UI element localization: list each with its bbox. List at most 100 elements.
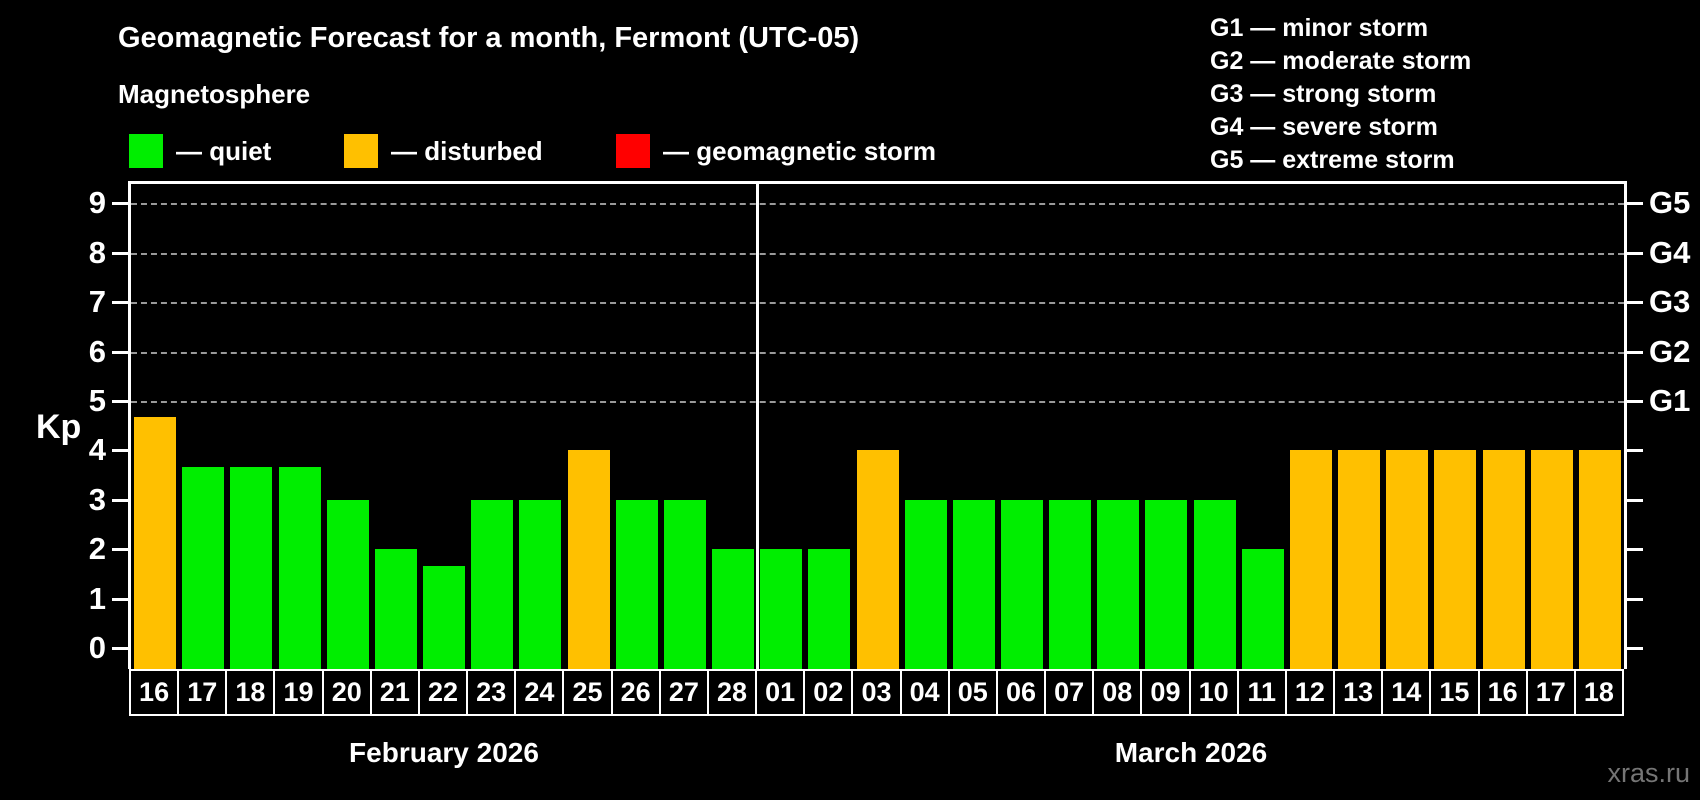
kp-bar-day-24	[519, 499, 562, 669]
right-tick-3	[1627, 498, 1643, 502]
kp-bar-day-23	[471, 499, 514, 669]
right-axis-line	[1624, 181, 1627, 669]
storm-scale-legend: G1 — minor storm G2 — moderate storm G3 — …	[1210, 12, 1471, 177]
watermark: xras.ru	[1607, 758, 1690, 788]
gridline-kp5	[131, 401, 1624, 403]
day-label: 19	[273, 669, 324, 716]
day-label: 05	[947, 669, 998, 716]
date-axis: 16 17 18 19 20 21 22 23 24 25 26 27 28 01 02 03 04 05 06 07…	[128, 669, 1627, 716]
day-label: 22	[417, 669, 469, 716]
storm-scale-item: G5 — extreme storm	[1210, 146, 1455, 174]
left-tick-5	[112, 400, 128, 403]
right-tick-0	[1627, 647, 1643, 650]
kp-bar-day-17	[182, 466, 225, 669]
right-tick-8	[1627, 251, 1643, 255]
kp-bar-day-26	[615, 499, 658, 669]
right-axis-label-g5: G5	[1649, 185, 1691, 221]
day-label: 25	[562, 669, 613, 716]
kp-bar-day-20	[326, 499, 369, 669]
day-label: 11	[1236, 669, 1287, 716]
kp-bar-day-21	[374, 549, 417, 669]
day-label: 26	[610, 669, 661, 716]
left-tick-1	[112, 597, 128, 601]
y-axis-label-9: 9	[88, 185, 106, 221]
right-axis-label-g4: G4	[1649, 234, 1691, 270]
kp-bar-day-16	[134, 417, 177, 669]
disturbed-legend-label: — disturbed	[391, 136, 543, 166]
day-label: 06	[995, 669, 1047, 716]
kp-bar-day-11	[1241, 549, 1284, 669]
day-label: 09	[1140, 669, 1191, 716]
disturbed-color-swatch	[344, 134, 378, 168]
kp-bar-day-09	[1145, 499, 1188, 669]
kp-bar-day-18	[230, 466, 273, 669]
storm-scale-item: G1 — minor storm	[1210, 14, 1429, 42]
y-axis-label-6: 6	[88, 333, 106, 369]
right-axis-label-g1: G1	[1649, 383, 1691, 418]
kp-bar-day-01	[760, 549, 803, 669]
y-axis-label-8: 8	[88, 234, 106, 270]
right-axis-label-g2: G2	[1649, 333, 1691, 369]
plot-top-border	[128, 181, 1627, 184]
day-label: 24	[514, 669, 565, 716]
right-tick-7	[1627, 301, 1643, 305]
kp-bar-day-07	[1049, 499, 1092, 669]
day-label: 07	[1044, 669, 1095, 716]
y-axis-label-7: 7	[88, 284, 106, 320]
day-label: 02	[803, 669, 854, 716]
day-label: 13	[1333, 669, 1384, 716]
gridline-kp6	[131, 351, 1624, 354]
right-tick-2	[1627, 548, 1643, 552]
right-tick-9	[1627, 202, 1643, 206]
day-label: 10	[1188, 669, 1239, 716]
day-label: 08	[1092, 669, 1143, 716]
kp-bar-day-15	[1434, 450, 1477, 669]
day-label: 03	[851, 669, 902, 716]
day-label: 27	[658, 669, 709, 716]
day-label: 16	[129, 669, 180, 716]
month-label-march: March 2026	[1114, 737, 1268, 768]
right-tick-4	[1627, 449, 1643, 453]
storm-color-swatch	[616, 134, 650, 168]
day-label: 01	[755, 669, 806, 716]
right-tick-6	[1627, 350, 1643, 354]
storm-legend-label: — geomagnetic storm	[663, 136, 937, 166]
left-tick-9	[112, 202, 128, 206]
kp-bar-day-19	[278, 466, 321, 669]
left-tick-2	[112, 548, 128, 552]
magnetosphere-label: Magnetosphere	[118, 79, 311, 109]
day-label: 17	[177, 669, 228, 716]
y-axis-title: Kp	[36, 408, 82, 446]
left-tick-8	[112, 251, 128, 255]
gridline-kp8	[131, 252, 1624, 255]
kp-bar-day-10	[1193, 499, 1236, 669]
day-label: 28	[706, 669, 758, 716]
left-tick-4	[112, 449, 128, 453]
kp-bar-day-03	[856, 450, 899, 669]
plot-area	[128, 181, 1627, 669]
kp-bar-day-04	[904, 499, 947, 669]
kp-bar-day-14	[1386, 450, 1429, 669]
day-label: 23	[466, 669, 517, 716]
kp-bar-day-02	[808, 549, 851, 669]
kp-bar-day-27	[663, 499, 706, 669]
kp-bar-day-22	[423, 565, 466, 669]
y-axis-line	[128, 181, 131, 669]
day-label: 12	[1284, 669, 1336, 716]
gridline-kp9	[131, 203, 1624, 206]
storm-scale-item: G4 — severe storm	[1210, 113, 1438, 141]
chart-title: Geomagnetic Forecast for a month, Fermon…	[118, 22, 860, 54]
month-label-february: February 2026	[349, 737, 539, 768]
y-axis-label-2: 2	[88, 531, 106, 567]
kp-bar-day-28	[712, 549, 755, 669]
quiet-color-swatch	[129, 134, 163, 168]
storm-scale-item: G2 — moderate storm	[1210, 47, 1472, 75]
kp-bar-day-17	[1530, 450, 1573, 669]
y-axis-label-3: 3	[88, 481, 106, 517]
day-label: 17	[1525, 669, 1576, 716]
day-label: 04	[899, 669, 950, 716]
day-label: 21	[369, 669, 420, 716]
y-axis-label-0: 0	[88, 630, 106, 665]
day-label: 18	[225, 669, 276, 716]
